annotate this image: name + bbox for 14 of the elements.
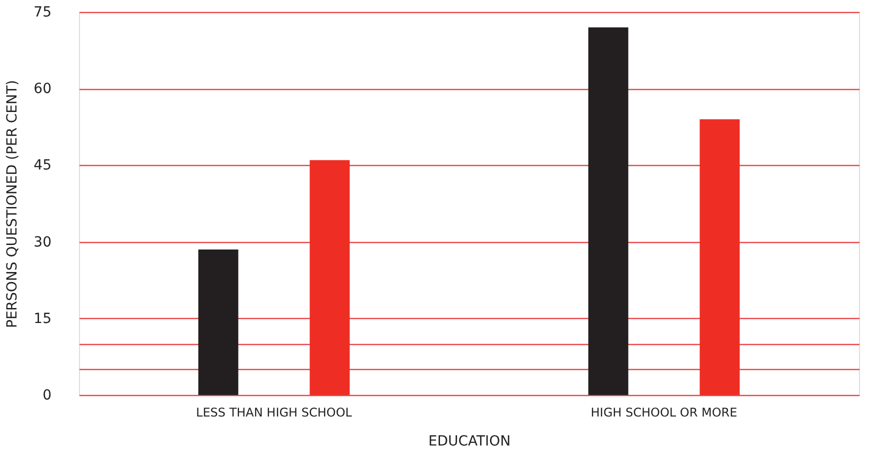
bar xyxy=(310,160,350,395)
y-tick-label: 75 xyxy=(34,4,52,20)
x-tick-label: LESS THAN HIGH SCHOOL xyxy=(196,406,352,420)
bar xyxy=(700,119,740,395)
bar xyxy=(198,249,238,395)
y-tick-label: 45 xyxy=(34,158,52,174)
bar xyxy=(588,27,628,395)
y-tick-label: 30 xyxy=(34,234,52,250)
y-tick-label: 0 xyxy=(42,388,52,404)
x-tick-label: HIGH SCHOOL OR MORE xyxy=(590,406,738,420)
y-tick-label: 60 xyxy=(34,81,52,98)
y-tick-label: 15 xyxy=(34,310,52,327)
y-axis-title: PERSONS QUESTIONED (PER CENT) xyxy=(4,80,21,328)
x-axis-title: EDUCATION xyxy=(428,434,511,450)
